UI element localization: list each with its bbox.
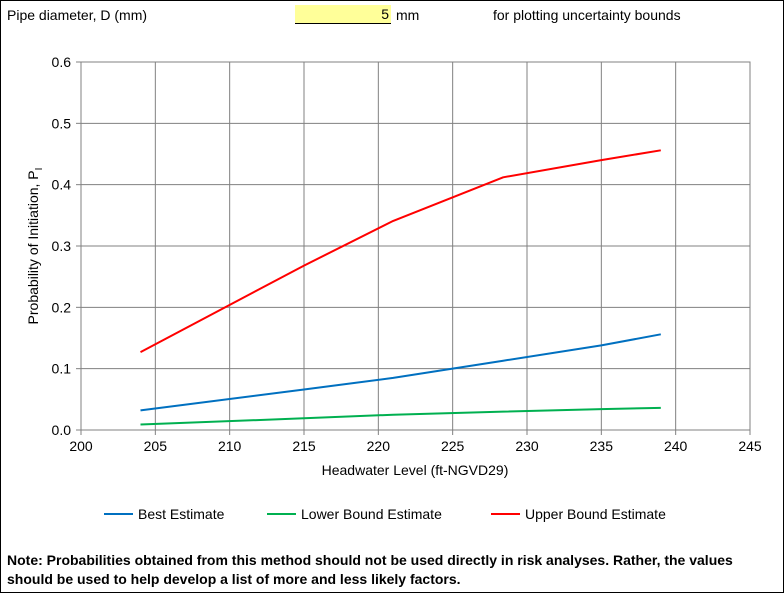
x-tick-label: 240 [664, 438, 688, 454]
y-axis-label: Probability of Initiation, PI [25, 168, 45, 325]
legend-label-upper-bound-estimate: Upper Bound Estimate [525, 506, 666, 522]
pipe-diameter-label: Pipe diameter, D (mm) [7, 7, 148, 23]
legend-label-lower-bound-estimate: Lower Bound Estimate [301, 506, 442, 522]
disclaimer-note: Note: Probabilities obtained from this m… [7, 552, 733, 587]
pipe-diameter-input[interactable] [295, 5, 391, 24]
x-tick-label: 245 [738, 438, 762, 454]
y-tick-label: 0.6 [52, 54, 72, 70]
y-axis-label-text: Probability of Initiation, P [25, 170, 41, 324]
x-tick-label: 215 [292, 438, 316, 454]
x-tick-label: 205 [144, 438, 168, 454]
pipe-diameter-unit: mm [396, 7, 420, 23]
y-tick-label: 0.1 [52, 361, 72, 377]
y-axis-label-subscript: I [34, 168, 45, 171]
y-axis-ticks: 0.0 0.1 0.2 0.3 0.4 0.5 0.6 [52, 54, 81, 438]
x-tick-label: 210 [218, 438, 242, 454]
x-tick-label: 220 [367, 438, 391, 454]
y-tick-label: 0.0 [52, 422, 72, 438]
x-tick-label: 235 [590, 438, 614, 454]
y-tick-label: 0.3 [52, 238, 72, 254]
y-tick-label: 0.5 [52, 115, 72, 131]
y-tick-label: 0.4 [52, 177, 72, 193]
series-line-upper-bound-estimate [140, 149, 661, 353]
x-tick-label: 230 [515, 438, 539, 454]
series-line-best-estimate [140, 333, 661, 412]
series-line-lower-bound-estimate [140, 406, 661, 426]
chart-series [140, 149, 661, 426]
chart-legend: Best Estimate Lower Bound Estimate Upper B… [104, 506, 666, 522]
x-axis-ticks: 200 205 210 215 220 225 230 235 240 245 [69, 430, 762, 454]
x-axis-label: Headwater Level (ft-NGVD29) [322, 462, 509, 478]
probability-chart: 200 205 210 215 220 225 230 235 240 245 0.0 0.1 0.2… [25, 54, 762, 522]
x-tick-label: 200 [69, 438, 93, 454]
y-tick-label: 0.2 [52, 299, 72, 315]
uncertainty-bounds-note: for plotting uncertainty bounds [493, 7, 681, 23]
legend-label-best-estimate: Best Estimate [138, 506, 225, 522]
x-tick-label: 225 [441, 438, 465, 454]
